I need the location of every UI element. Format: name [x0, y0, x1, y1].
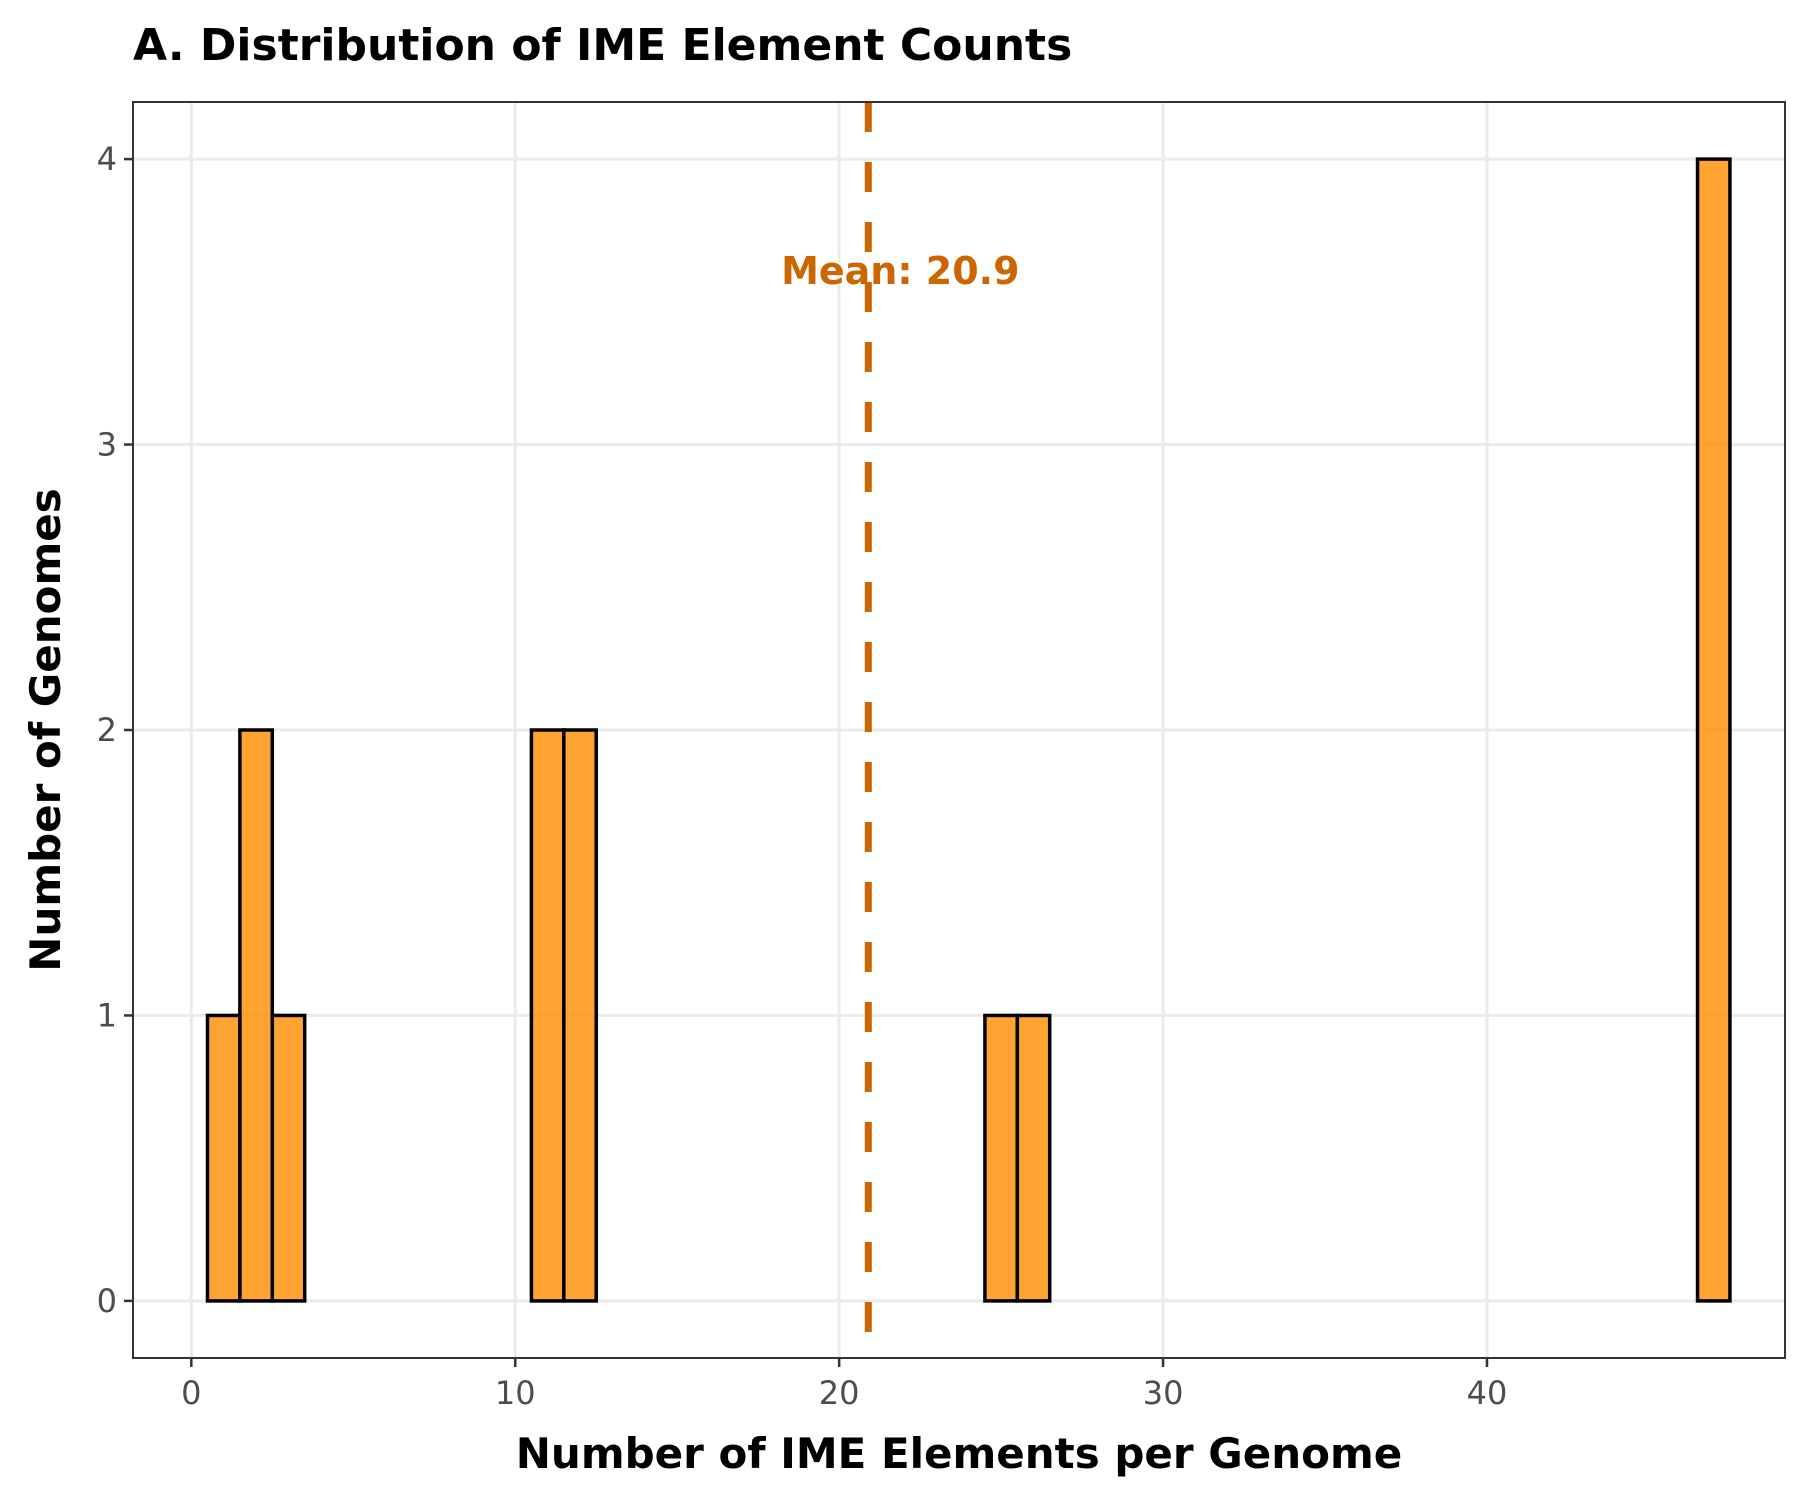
histogram-bar-3	[270, 1013, 307, 1303]
x-axis-label: Number of IME Elements per Genome	[516, 1429, 1402, 1478]
histogram-bar-2	[238, 728, 275, 1303]
y-tick-label-2: 2	[97, 711, 117, 749]
chart-title: A. Distribution of IME Element Counts	[133, 20, 1072, 71]
x-tick-label-0: 0	[181, 1374, 201, 1412]
mean-marker: Mean: 20.9	[781, 102, 1020, 1358]
histogram-bars	[205, 157, 1732, 1303]
x-axis: 0 10 20 30 40	[181, 1358, 1507, 1412]
histogram-bar-12	[562, 728, 598, 1303]
y-tick-label-1: 1	[97, 996, 117, 1034]
histogram-bar-26	[1015, 1013, 1052, 1303]
x-tick-label-20: 20	[819, 1374, 860, 1412]
x-tick-label-30: 30	[1143, 1374, 1184, 1412]
y-tick-label-3: 3	[97, 426, 117, 464]
histogram-bar-11	[529, 728, 566, 1303]
y-tick-label-4: 4	[97, 140, 117, 178]
mean-annotation: Mean: 20.9	[781, 249, 1019, 293]
histogram-bar-25	[983, 1013, 1020, 1303]
grid-lines	[133, 102, 1785, 1358]
histogram-bar-47	[1695, 157, 1732, 1303]
x-tick-label-40: 40	[1467, 1374, 1508, 1412]
y-axis-label: Number of Genomes	[21, 488, 70, 971]
x-tick-label-10: 10	[495, 1374, 536, 1412]
y-axis: 0 1 2 3 4	[97, 140, 133, 1320]
y-tick-label-0: 0	[97, 1282, 117, 1320]
histogram-bar-1	[205, 1013, 242, 1303]
